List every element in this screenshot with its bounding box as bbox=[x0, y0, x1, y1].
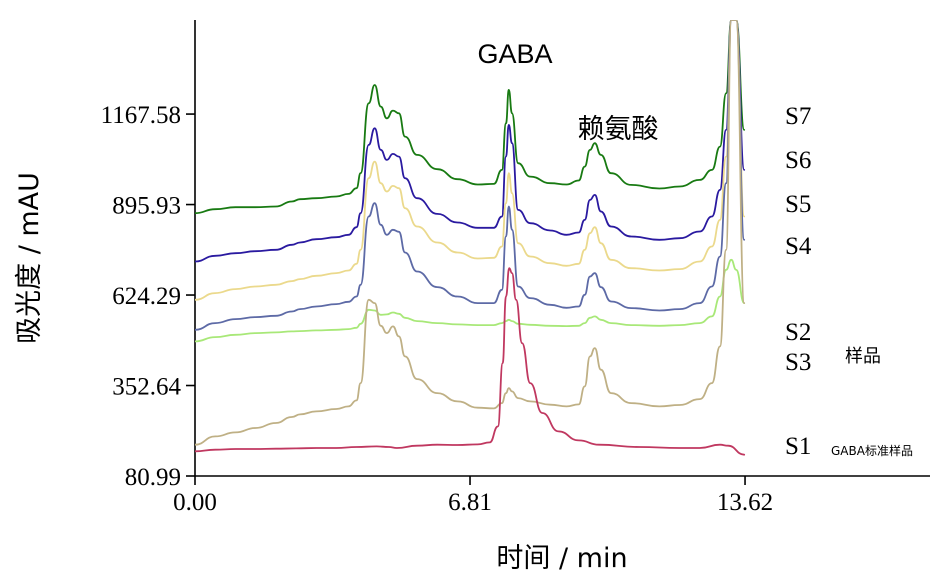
trace-s4 bbox=[195, 20, 746, 331]
trace-s6 bbox=[195, 20, 746, 263]
x-ticks: 0.00 6.81 13.62 bbox=[173, 476, 773, 516]
y-axis-title: 吸光度 / mAU bbox=[14, 172, 45, 344]
trace-s5 bbox=[195, 20, 746, 301]
y-tick-label: 352.64 bbox=[112, 374, 181, 401]
y-ticks: 80.99 352.64 624.29 895.93 1167.58 bbox=[101, 102, 195, 491]
trace-s7 bbox=[195, 20, 746, 215]
sample-group-label: 样品 bbox=[845, 346, 881, 367]
series-label-s1: S1 bbox=[785, 433, 811, 460]
series-label-s3: S3 bbox=[785, 349, 811, 376]
x-tick-label: 6.81 bbox=[448, 489, 492, 516]
y-tick-label: 1167.58 bbox=[101, 102, 181, 129]
series-label-s2: S2 bbox=[785, 319, 811, 346]
traces bbox=[195, 20, 746, 456]
x-tick-label: 0.00 bbox=[173, 489, 217, 516]
trace-s2 bbox=[195, 258, 746, 343]
series-labels: S7 S6 S5 S4 S2 S3 S1 bbox=[785, 103, 812, 460]
y-tick-label: 80.99 bbox=[125, 464, 181, 491]
trace-s3 bbox=[195, 20, 746, 446]
y-tick-label: 895.93 bbox=[112, 193, 181, 220]
series-label-s6: S6 bbox=[785, 147, 811, 174]
standard-group-label: GABA标准样品 bbox=[831, 443, 913, 458]
peak-label-lysine: 赖氨酸 bbox=[578, 114, 659, 144]
x-tick-label: 13.62 bbox=[717, 489, 773, 516]
x-axis-title: 时间 / min bbox=[496, 543, 627, 574]
trace-s1 bbox=[195, 267, 746, 456]
series-label-s4: S4 bbox=[785, 233, 812, 260]
series-label-s7: S7 bbox=[785, 103, 811, 130]
series-label-s5: S5 bbox=[785, 191, 811, 218]
y-tick-label: 624.29 bbox=[112, 283, 181, 310]
peak-label-gaba: GABA bbox=[477, 39, 552, 69]
